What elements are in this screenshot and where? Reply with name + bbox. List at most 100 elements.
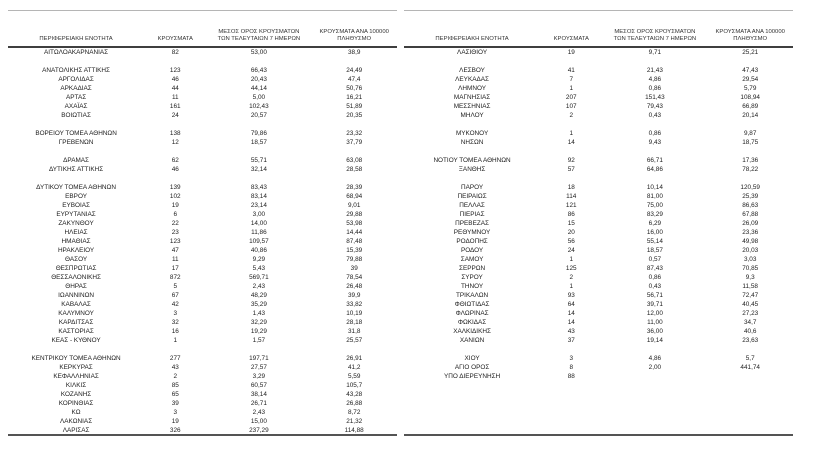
cases-cell: 64 [567,301,575,308]
table-row: ΑΝΑΤΟΛΙΚΗΣ ΑΤΤΙΚΗΣ 123 66,43 24,49 [8,66,397,75]
spacer-row [8,174,397,183]
table-row: ΑΧΑΪΑΣ 161 102,43 51,89 [8,102,397,111]
per-100k-cell: 86,63 [742,202,759,209]
per-100k-cell: 79,88 [346,256,363,263]
table-row: ΚΑΒΑΛΑΣ 42 35,29 33,82 [8,300,397,309]
table-row: ΗΛΕΙΑΣ 23 11,86 14,44 [8,228,397,237]
cases-cell: 161 [169,103,181,110]
table-row: ΛΑΣΙΘΙΟΥ 19 9,71 25,21 [404,47,793,57]
table-row: ΣΕΡΡΩΝ 125 87,43 70,85 [404,264,793,273]
table-row: ΘΗΡΑΣ 5 2,43 26,48 [8,282,397,291]
mean-7day-cell: 11,86 [251,229,267,236]
mean-7day-cell: 19,14 [646,337,663,344]
per-100k-cell: 5,7 [745,355,755,362]
cases-cell: 114 [566,193,577,200]
cases-cell: 1 [569,130,574,137]
per-100k-cell: 23,32 [346,130,363,137]
per-100k-cell: 66,89 [742,103,759,110]
region-cell: ΚΕΑΣ - ΚΥΘΝΟΥ [51,337,101,344]
cases-cell: 22 [171,220,179,227]
spacer-cell [404,57,793,66]
header-region: ΠΕΡΙΦΕΡΕΙΑΚΗ ΕΝΟΤΗΤΑ [404,11,541,48]
per-100k-cell: 21,32 [346,418,363,425]
mean-7day-cell: 79,43 [646,103,663,110]
cases-cell: 5 [173,283,178,290]
cases-cell: 44 [171,85,179,92]
per-100k-cell: 29,54 [742,76,759,83]
cases-cell: 67 [171,292,179,299]
per-100k-cell: 26,91 [346,355,363,362]
per-100k-cell: 24,49 [346,67,363,74]
table-row: ΡΟΔΟΠΗΣ 56 55,14 49,98 [404,237,793,246]
mean-7day-cell: 0,86 [648,130,662,137]
per-100k-cell: 10,19 [346,310,363,317]
table-row: ΠΕΙΡΑΙΩΣ 114 81,00 25,39 [404,192,793,201]
mean-7day-cell: 23,14 [250,202,267,209]
table-row: ΛΕΥΚΑΔΑΣ 7 4,86 29,54 [404,75,793,84]
table-row: ΚΑΣΤΟΡΙΑΣ 16 19,29 31,8 [8,327,397,336]
mean-7day-cell: 66,43 [250,67,267,74]
cases-cell: 43 [567,328,575,335]
header-region: ΠΕΡΙΦΕΡΕΙΑΚΗ ΕΝΟΤΗΤΑ [8,11,145,48]
per-100k-cell: 108,94 [740,94,760,101]
spacer-row [404,120,793,129]
region-cell: ΤΗΝΟΥ [460,283,484,290]
per-100k-cell: 23,36 [742,229,759,236]
table-row: ΜΑΓΝΗΣΙΑΣ 207 151,43 108,94 [404,93,793,102]
header-mean-7day: ΜΕΣΟΣ ΟΡΟΣ ΚΡΟΥΣΜΑΤΩΝ ΤΩΝ ΤΕΛΕΥΤΑΙΩΝ 7 Η… [206,11,312,48]
table-row: ΚΟΖΑΝΗΣ 65 38,14 43,28 [8,390,397,399]
cases-cell: 2 [569,112,574,119]
per-100k-cell: 43,28 [346,391,363,398]
region-cell: ΘΗΡΑΣ [65,283,87,290]
mean-7day-cell: 87,43 [646,265,663,272]
mean-7day-cell: 197,71 [249,355,269,362]
cases-cell: 3 [173,310,178,317]
cases-cell: 1 [569,85,574,92]
cases-cell: 14 [567,139,575,146]
mean-7day-cell: 19,29 [250,328,267,335]
mean-7day-cell: 6,29 [648,220,662,227]
cases-cell: 18 [567,184,575,191]
table-row: ΠΕΛΛΑΣ 121 75,00 86,63 [404,201,793,210]
header-per-100k: ΚΡΟΥΣΜΑΤΑ ΑΝΑ 100000 ΠΛΗΘΥΣΜΟ [311,11,397,48]
per-100k-cell: 20,35 [346,112,363,119]
cases-cell: 65 [171,391,179,398]
table-row: ΗΜΑΘΙΑΣ 123 109,57 87,48 [8,237,397,246]
cases-cell: 82 [171,49,179,56]
cases-cell: 20 [567,229,575,236]
region-cell: ΜΕΣΣΗΝΙΑΣ [453,103,491,110]
mean-7day-cell: 151,43 [645,94,665,101]
per-100k-cell: 40,45 [742,301,759,308]
mean-7day-cell: 0,43 [648,283,662,290]
per-100k-cell: 14,44 [346,229,363,236]
mean-7day-cell: 40,86 [250,247,267,254]
mean-7day-cell: 79,86 [250,130,267,137]
mean-7day-cell: 237,29 [249,427,269,434]
table-row: ΛΗΜΝΟΥ 1 0,86 5,79 [404,84,793,93]
table-row: ΝΗΣΩΝ 14 9,43 18,75 [404,138,793,147]
mean-7day-cell: 20,57 [250,112,267,119]
mean-7day-cell: 39,71 [646,301,663,308]
table-row: ΕΥΒΟΙΑΣ 19 23,14 9,01 [8,201,397,210]
region-cell: ΡΕΘΥΜΝΟΥ [453,229,491,236]
spacer-cell [404,345,793,354]
region-cell: ΑΡΤΑΣ [65,94,87,101]
table-row: ΒΟΙΩΤΙΑΣ 24 20,57 20,35 [8,111,397,120]
per-100k-cell: 9,3 [745,274,755,281]
cases-cell: 123 [169,67,181,74]
region-cell: ΑΡΓΟΛΙΔΑΣ [58,76,94,83]
per-100k-cell: 47,4 [347,76,361,83]
mean-7day-cell: 9,43 [648,139,662,146]
per-100k-cell: 28,39 [346,184,363,191]
per-100k-cell: 15,39 [346,247,363,254]
per-100k-cell: 78,54 [346,274,363,281]
mean-7day-cell: 9,29 [252,256,266,263]
region-cell: ΥΠΟ ΔΙΕΡΕΥΝΗΣΗ [443,373,501,380]
cases-cell: 24 [171,112,179,119]
cases-cell: 23 [171,229,179,236]
spacer-row [8,120,397,129]
per-100k-cell: 114,88 [344,427,364,434]
cases-cell: 46 [171,76,179,83]
mean-7day-cell: 60,57 [250,382,267,389]
per-100k-cell: 27,23 [742,310,759,317]
